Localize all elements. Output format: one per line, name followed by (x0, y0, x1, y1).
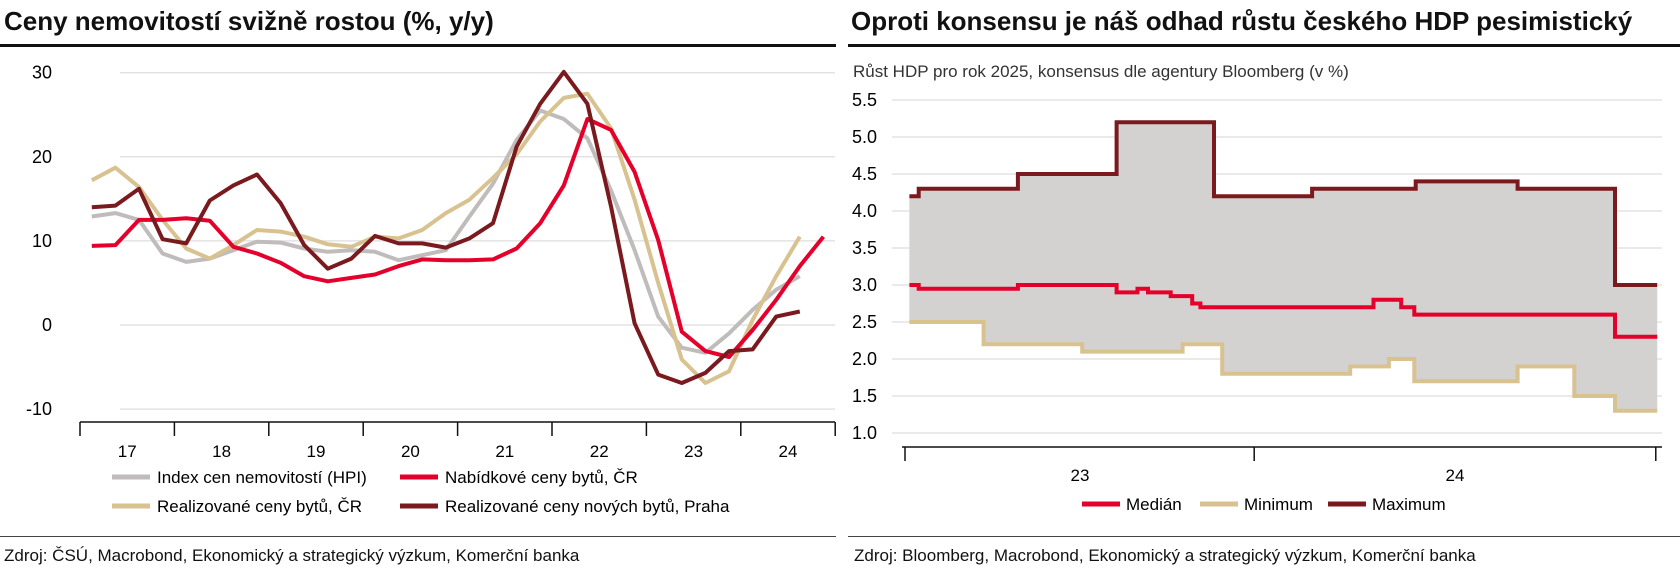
y-tick-label: 3.0 (852, 275, 877, 295)
left-source-divider (0, 536, 836, 537)
y-tick-label: 0 (42, 315, 52, 335)
x-tick-label: 23 (684, 442, 703, 461)
y-tick-label: 20 (32, 147, 52, 167)
right-source-divider (848, 536, 1680, 537)
legend-label: Medián (1126, 495, 1182, 514)
series-line-0 (91, 108, 801, 355)
left-chart-title: Ceny nemovitostí svižně rostou (%, y/y) (4, 6, 494, 36)
chart-subtitle: Růst HDP pro rok 2025, konsensus dle age… (853, 62, 1349, 81)
series-step-Minimum (909, 320, 1658, 413)
left-source: Zdroj: ČSÚ, Macrobond, Ekonomický a stra… (4, 546, 580, 565)
right-chart-title: Oproti konsensu je náš odhad růstu české… (851, 6, 1633, 36)
series-step-Medián (909, 283, 1658, 339)
range-area (909, 122, 1658, 411)
series-line-2 (90, 91, 802, 385)
series-line-3 (91, 69, 801, 385)
legend-label: Maximum (1372, 495, 1446, 514)
x-tick-label: 17 (118, 442, 137, 461)
x-tick-label: 21 (495, 442, 514, 461)
y-tick-label: 10 (32, 231, 52, 251)
y-tick-label: 4.0 (852, 201, 877, 221)
x-tick-label: 23 (1071, 466, 1090, 485)
y-tick-label: 5.5 (852, 90, 877, 110)
legend-label: Realizované ceny nových bytů, Praha (445, 497, 730, 516)
x-tick-label: 18 (212, 442, 231, 461)
y-tick-label: 5.0 (852, 127, 877, 147)
series-step-Maximum (909, 120, 1658, 287)
legend-label: Minimum (1244, 495, 1313, 514)
x-tick-label: 24 (779, 442, 798, 461)
y-tick-label: 2.0 (852, 349, 877, 369)
left-title-rule (0, 44, 836, 47)
right-source: Zdroj: Bloomberg, Macrobond, Ekonomický … (854, 546, 1476, 565)
series-line-1 (91, 117, 825, 359)
y-tick-label: 1.5 (852, 386, 877, 406)
x-tick-label: 24 (1446, 466, 1465, 485)
right-title-rule (848, 44, 1680, 47)
legend-label: Nabídkové ceny bytů, ČR (445, 468, 638, 487)
y-tick-label: 3.5 (852, 238, 877, 258)
y-tick-label: 2.5 (852, 312, 877, 332)
y-tick-label: -10 (26, 399, 52, 419)
x-tick-label: 22 (590, 442, 609, 461)
legend-label: Realizované ceny bytů, ČR (157, 497, 362, 516)
x-tick-label: 20 (401, 442, 420, 461)
y-tick-label: 30 (32, 63, 52, 83)
y-tick-label: 4.5 (852, 164, 877, 184)
y-tick-label: 1.0 (852, 423, 877, 443)
x-tick-label: 19 (307, 442, 326, 461)
legend-label: Index cen nemovitostí (HPI) (157, 468, 367, 487)
